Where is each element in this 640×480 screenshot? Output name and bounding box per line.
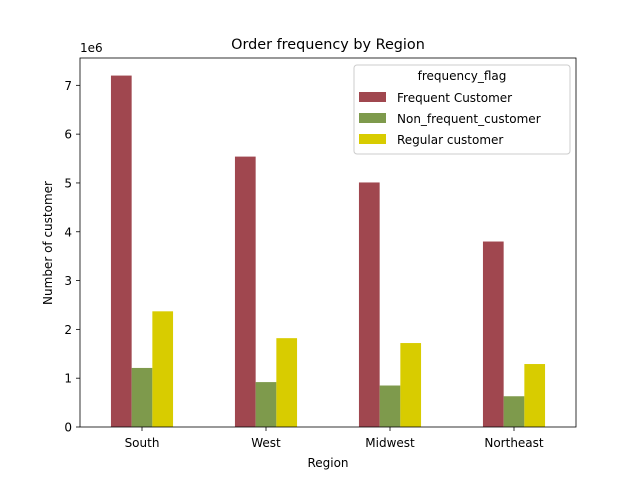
chart-title: Order frequency by Region [231,37,425,53]
legend-label-2: Regular customer [397,133,503,147]
bar-2-1 [276,338,298,427]
legend-box [353,64,571,155]
bar-1-3 [503,396,525,427]
bar-1-0 [131,367,153,427]
bar-1-2 [379,385,401,427]
y-tick-label: 6 [64,128,72,142]
bar-2-2 [400,343,422,427]
legend-title: frequency_flag [418,69,507,83]
y-tick-label: 1 [64,372,72,386]
plot-frame [79,57,577,428]
legend: frequency_flag Frequent Customer Non_frequ… [353,64,571,155]
legend-swatch-1 [359,113,386,123]
y-tick-label: 3 [64,274,72,288]
y-axis-label: Number of customer [41,181,55,305]
y-tick-label: 4 [64,225,72,239]
legend-swatch-0 [359,92,386,102]
bar-1-1 [255,382,277,427]
bar-0-2 [358,182,380,427]
bars-group [110,75,546,428]
bar-0-0 [110,75,132,428]
bar-0-3 [482,241,504,427]
y-tick-label: 0 [64,421,72,435]
axes-group: 0 1 2 3 4 5 6 7 South West Midwest Northeast [64,57,577,450]
legend-label-1: Non_frequent_customer [397,112,541,126]
x-axis-label: Region [307,456,348,470]
y-offset-label: 1e6 [80,41,103,55]
y-tick-label: 5 [64,176,72,190]
bar-2-3 [524,364,546,427]
x-tick-label: West [251,436,281,450]
y-tick-label: 2 [64,323,72,337]
y-tick-label: 7 [64,79,72,93]
bar-0-1 [234,156,256,427]
legend-label-0: Frequent Customer [397,91,512,105]
x-tick-label: South [125,436,160,450]
x-tick-label: Midwest [365,436,415,450]
bar-2-0 [152,311,174,427]
legend-swatch-2 [359,134,386,144]
x-tick-label: Northeast [484,436,544,450]
